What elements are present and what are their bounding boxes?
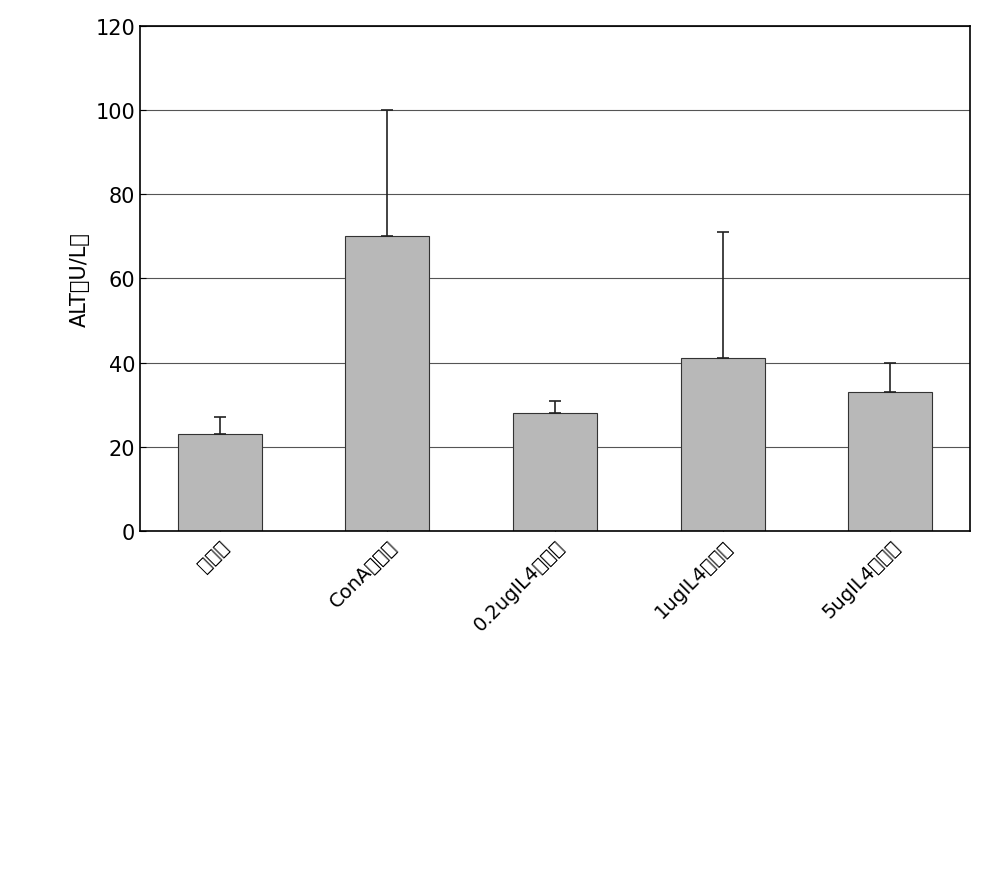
Bar	[848, 392, 932, 532]
Bar	[681, 359, 765, 532]
Y-axis label: ALT（U/L）: ALT（U/L）	[70, 232, 90, 326]
Bar	[345, 237, 429, 532]
Bar	[178, 435, 262, 532]
Bar	[513, 414, 597, 532]
